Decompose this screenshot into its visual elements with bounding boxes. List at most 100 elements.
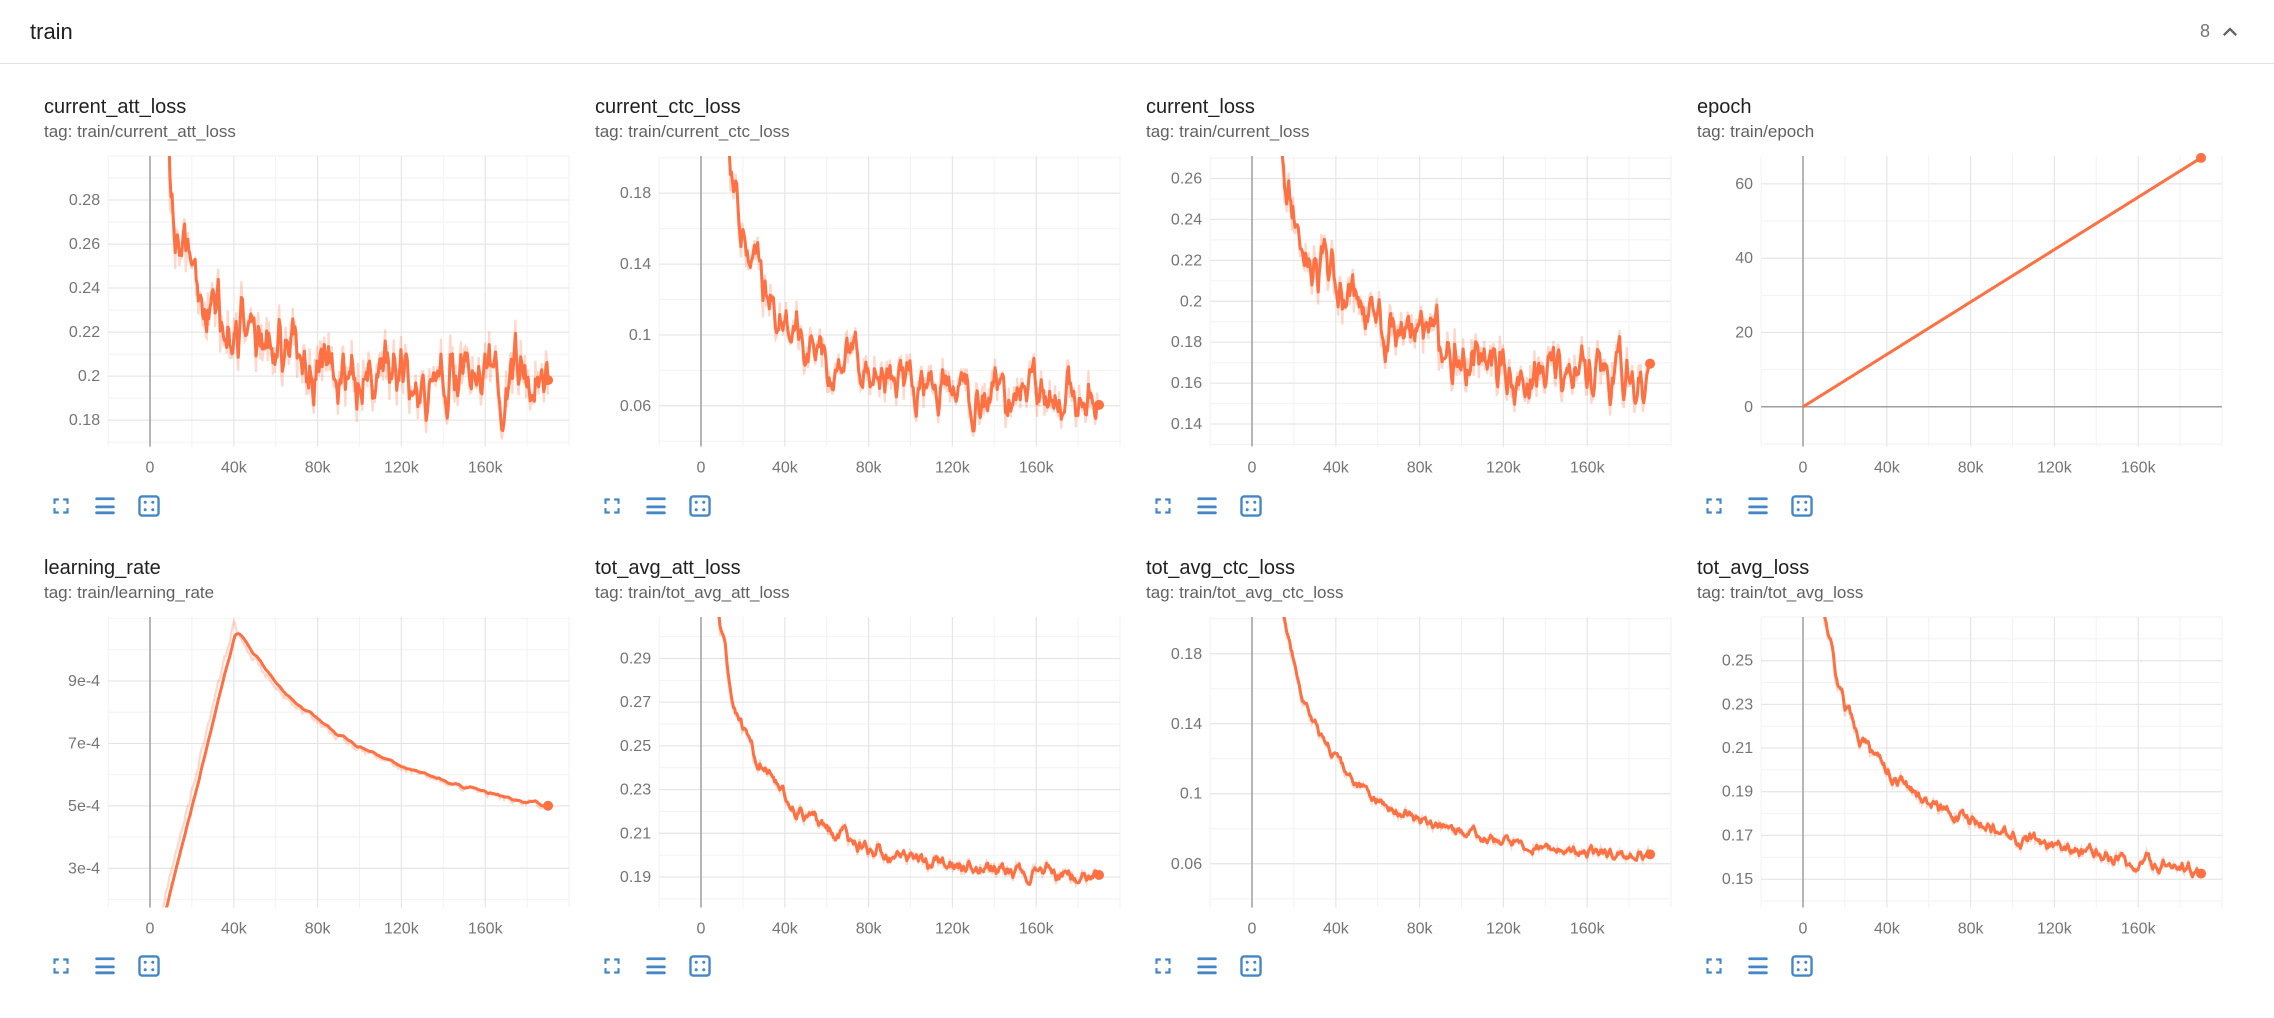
chart-card-learning-rate: learning_rate tag: train/learning_rate 3… — [44, 555, 577, 982]
fullscreen-icon[interactable] — [46, 951, 76, 981]
svg-text:120k: 120k — [935, 459, 971, 477]
svg-text:0: 0 — [146, 919, 155, 937]
line-chart-tot-avg-ctc-loss[interactable]: 0.06 0.1 0.14 0.18 0 40k 80k 120k 160k — [1146, 611, 1679, 948]
line-chart-current-loss[interactable]: 0.14 0.16 0.18 0.2 0.22 0.24 0.26 0 40k 80k 120k 16… — [1146, 150, 1679, 487]
log-scale-icon[interactable] — [1192, 491, 1222, 521]
fit-domain-icon[interactable] — [134, 491, 164, 521]
chart-toolbar — [44, 951, 577, 981]
fullscreen-icon[interactable] — [1699, 951, 1729, 981]
svg-text:0.17: 0.17 — [1722, 826, 1753, 844]
line-chart-current-ctc-loss[interactable]: 0.06 0.1 0.14 0.18 0 40k 80k 120k 160k — [595, 150, 1128, 487]
svg-text:0: 0 — [1744, 398, 1753, 416]
chart-toolbar — [44, 491, 577, 521]
svg-text:160k: 160k — [1019, 919, 1055, 937]
svg-text:160k: 160k — [1570, 459, 1606, 477]
chart-title: learning_rate — [44, 556, 161, 579]
svg-text:0.18: 0.18 — [1171, 333, 1202, 351]
chart-tag: tag: train/current_att_loss — [44, 122, 236, 141]
svg-text:0.24: 0.24 — [1171, 210, 1202, 228]
svg-text:160k: 160k — [2121, 459, 2157, 477]
chart-title: tot_avg_att_loss — [595, 556, 741, 579]
svg-text:0.16: 0.16 — [1171, 374, 1202, 392]
log-scale-icon[interactable] — [1743, 491, 1773, 521]
fullscreen-icon[interactable] — [46, 491, 76, 521]
svg-text:40k: 40k — [1874, 459, 1901, 477]
svg-text:40k: 40k — [221, 459, 248, 477]
svg-text:0.22: 0.22 — [69, 323, 100, 341]
line-chart-tot-avg-loss[interactable]: 0.15 0.17 0.19 0.21 0.23 0.25 0 40k 80k 120k 160k — [1697, 611, 2230, 948]
chart-title: current_att_loss — [44, 96, 187, 118]
svg-text:3e-4: 3e-4 — [68, 859, 100, 877]
svg-text:160k: 160k — [1019, 459, 1055, 477]
svg-text:0.06: 0.06 — [1171, 854, 1202, 872]
svg-text:0: 0 — [1248, 459, 1257, 477]
svg-text:40k: 40k — [1874, 919, 1901, 937]
fit-domain-icon[interactable] — [1236, 491, 1266, 521]
fullscreen-icon[interactable] — [597, 951, 627, 981]
log-scale-icon[interactable] — [90, 951, 120, 981]
line-chart-current-att-loss[interactable]: 0.18 0.2 0.22 0.24 0.26 0.28 0 40k 80k 120k 160k — [44, 150, 577, 487]
svg-text:0.24: 0.24 — [69, 279, 100, 297]
chart-title: tot_avg_ctc_loss — [1146, 556, 1295, 579]
svg-text:40k: 40k — [1323, 459, 1350, 477]
line-chart-tot-avg-att-loss[interactable]: 0.19 0.21 0.23 0.25 0.27 0.29 0 40k 80k 120k 160k — [595, 611, 1128, 948]
svg-text:0: 0 — [697, 459, 706, 477]
svg-text:0.14: 0.14 — [620, 255, 651, 273]
chart-title: current_loss — [1146, 96, 1255, 118]
fit-domain-icon[interactable] — [685, 491, 715, 521]
fullscreen-icon[interactable] — [597, 491, 627, 521]
svg-text:0.19: 0.19 — [620, 868, 651, 886]
svg-text:40k: 40k — [772, 459, 799, 477]
fit-domain-icon[interactable] — [134, 951, 164, 981]
chevron-up-icon[interactable] — [2216, 18, 2244, 46]
chart-tag: tag: train/current_loss — [1146, 122, 1310, 141]
log-scale-icon[interactable] — [641, 951, 671, 981]
svg-text:7e-4: 7e-4 — [68, 734, 100, 752]
line-chart-epoch[interactable]: 0 20 40 60 0 40k 80k 120k 160k — [1697, 150, 2230, 487]
fit-domain-icon[interactable] — [1236, 951, 1266, 981]
section-title: train — [30, 18, 73, 44]
svg-text:0.18: 0.18 — [1171, 644, 1202, 662]
log-scale-icon[interactable] — [1192, 951, 1222, 981]
svg-text:0.1: 0.1 — [629, 326, 651, 344]
svg-text:0.22: 0.22 — [1171, 251, 1202, 269]
svg-text:0.2: 0.2 — [1180, 292, 1202, 310]
svg-text:120k: 120k — [1486, 919, 1522, 937]
svg-text:80k: 80k — [305, 919, 332, 937]
log-scale-icon[interactable] — [90, 491, 120, 521]
svg-text:0.18: 0.18 — [620, 184, 651, 202]
chart-count-badge: 8 — [2199, 21, 2210, 41]
svg-text:0: 0 — [1248, 919, 1257, 937]
svg-text:40k: 40k — [1323, 919, 1350, 937]
line-chart-learning-rate[interactable]: 3e-4 5e-4 7e-4 9e-4 0 40k 80k 120k 160k — [44, 611, 577, 948]
svg-text:80k: 80k — [1958, 919, 1985, 937]
svg-text:9e-4: 9e-4 — [68, 672, 100, 690]
chart-title: tot_avg_loss — [1697, 556, 1810, 579]
log-scale-icon[interactable] — [1743, 951, 1773, 981]
fullscreen-icon[interactable] — [1148, 491, 1178, 521]
svg-text:120k: 120k — [935, 919, 971, 937]
svg-text:0: 0 — [146, 459, 155, 477]
svg-text:0.27: 0.27 — [620, 693, 651, 711]
svg-text:80k: 80k — [1407, 919, 1434, 937]
svg-text:0: 0 — [1799, 459, 1808, 477]
fullscreen-icon[interactable] — [1148, 951, 1178, 981]
svg-text:160k: 160k — [468, 459, 504, 477]
chart-toolbar — [595, 951, 1128, 981]
log-scale-icon[interactable] — [641, 491, 671, 521]
chart-card-current-ctc-loss: current_ctc_loss tag: train/current_ctc_… — [595, 94, 1128, 521]
fit-domain-icon[interactable] — [685, 951, 715, 981]
fullscreen-icon[interactable] — [1699, 491, 1729, 521]
fit-domain-icon[interactable] — [1787, 951, 1817, 981]
chart-tag: tag: train/tot_avg_att_loss — [595, 582, 790, 602]
chart-tag: tag: train/tot_avg_loss — [1697, 582, 1864, 602]
svg-text:120k: 120k — [384, 919, 420, 937]
svg-text:160k: 160k — [1570, 919, 1606, 937]
svg-text:0.18: 0.18 — [69, 411, 100, 429]
fit-domain-icon[interactable] — [1787, 491, 1817, 521]
svg-text:120k: 120k — [2037, 459, 2073, 477]
svg-text:40k: 40k — [772, 919, 799, 937]
svg-text:0.14: 0.14 — [1171, 714, 1202, 732]
section-header-train[interactable]: train 8 — [0, 0, 2274, 64]
chart-card-current-loss: current_loss tag: train/current_loss 0.1… — [1146, 94, 1679, 521]
